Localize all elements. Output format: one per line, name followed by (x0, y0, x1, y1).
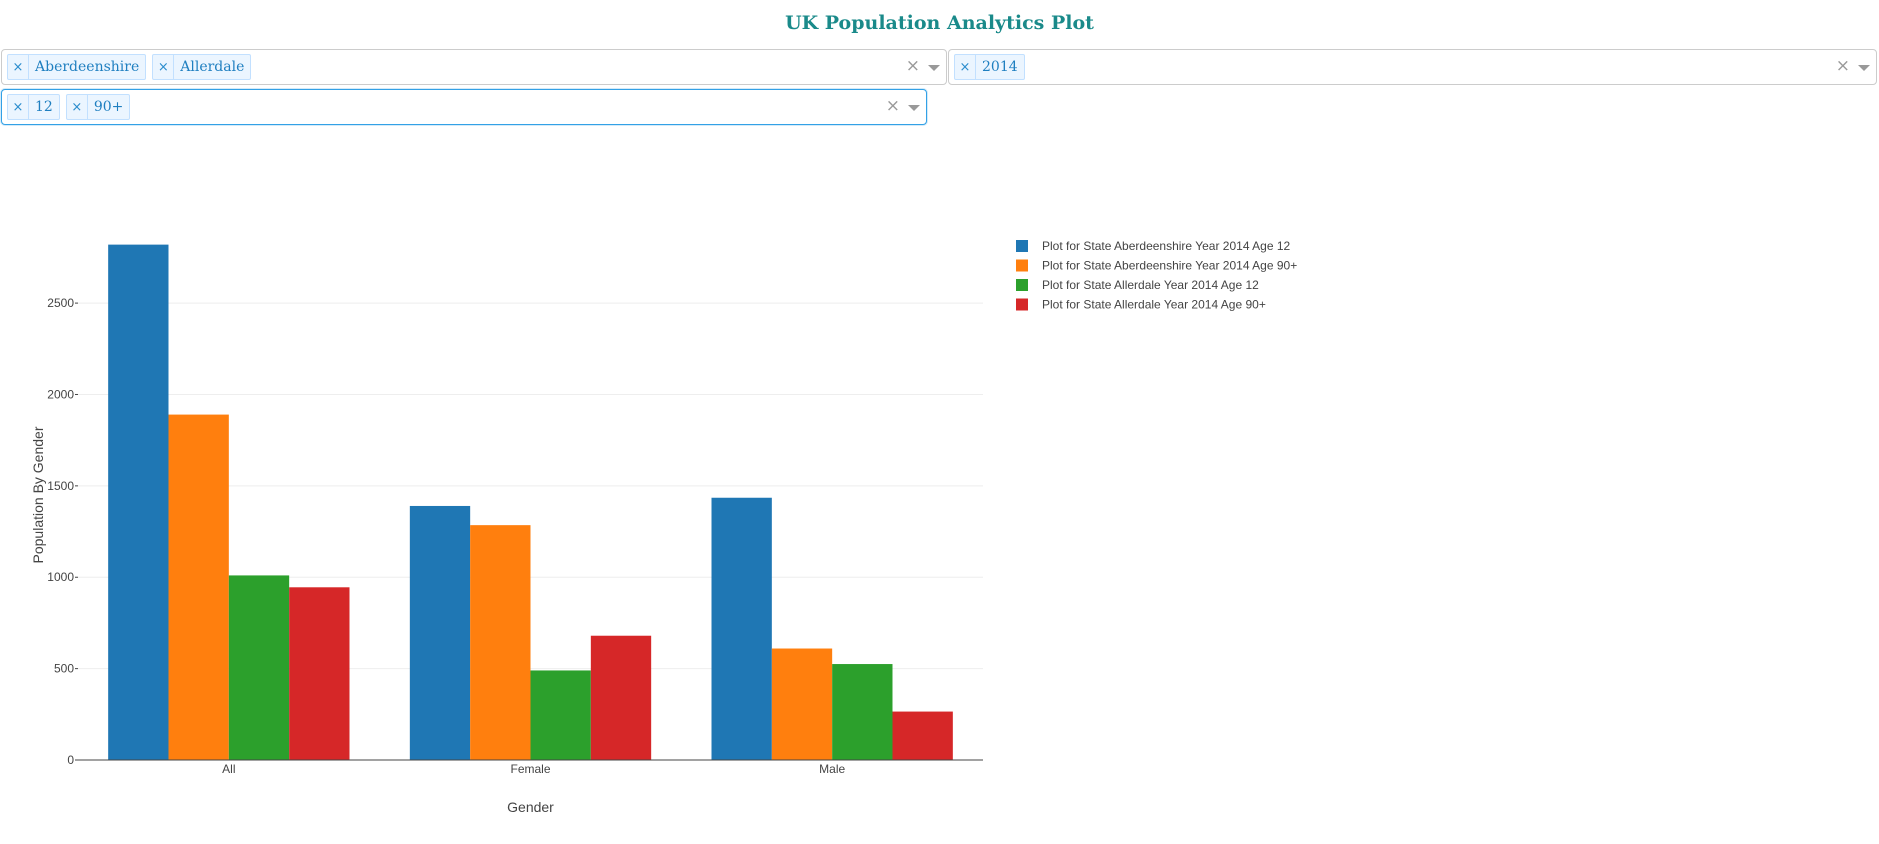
state-tag-label: Aberdeenshire (35, 59, 140, 75)
clear-states-icon[interactable]: × (905, 56, 920, 76)
remove-tag-icon[interactable]: × (67, 95, 88, 119)
legend[interactable]: Plot for State Aberdeenshire Year 2014 A… (1016, 239, 1297, 312)
bar[interactable] (470, 525, 531, 760)
y-tick-label: 1000 (47, 570, 74, 584)
chevron-down-icon[interactable] (928, 65, 940, 71)
age-tag-label: 12 (35, 99, 53, 115)
y-axis-title: Population By Gender (30, 426, 46, 563)
chevron-down-icon[interactable] (908, 105, 920, 111)
bars[interactable] (108, 244, 953, 760)
remove-tag-icon[interactable]: × (8, 55, 29, 79)
remove-tag-icon[interactable]: × (955, 55, 976, 79)
bar[interactable] (590, 635, 652, 760)
bar[interactable] (289, 587, 350, 760)
clear-years-icon[interactable]: × (1835, 56, 1850, 76)
bar[interactable] (711, 497, 772, 760)
remove-tag-icon[interactable]: × (8, 95, 29, 119)
x-axis-title: Gender (507, 799, 554, 815)
age-dropdown[interactable]: × 12 × 90+ × (1, 89, 927, 125)
legend-item[interactable]: Plot for State Allerdale Year 2014 Age 9… (1016, 298, 1266, 312)
age-tag-label: 90+ (93, 99, 124, 115)
state-tag-label: Allerdale (180, 59, 245, 75)
x-tick-label: Male (819, 762, 845, 776)
y-tick-label: 1500 (47, 479, 74, 493)
state-dropdown[interactable]: × Aberdeenshire × Allerdale × (1, 49, 947, 85)
bar[interactable] (530, 670, 591, 760)
page-title: UK Population Analytics Plot (785, 12, 1094, 34)
age-tag: × 12 (7, 94, 60, 120)
legend-label: Plot for State Allerdale Year 2014 Age 1… (1042, 278, 1259, 292)
legend-label: Plot for State Aberdeenshire Year 2014 A… (1042, 239, 1291, 253)
year-tags: × 2014 (954, 54, 1025, 80)
chevron-down-icon[interactable] (1858, 65, 1870, 71)
bar[interactable] (771, 648, 833, 760)
state-tag: × Allerdale (152, 54, 252, 80)
legend-swatch (1016, 259, 1028, 272)
age-tags: × 12 × 90+ (7, 94, 131, 120)
bar[interactable] (228, 575, 290, 760)
legend-swatch (1016, 279, 1028, 291)
legend-label: Plot for State Allerdale Year 2014 Age 9… (1042, 298, 1266, 312)
bar[interactable] (108, 244, 169, 760)
x-tick-label: All (222, 762, 235, 776)
axes: 0 500 1000 1500 2000 2500 All Female Male (47, 296, 983, 776)
state-tags: × Aberdeenshire × Allerdale (7, 54, 252, 80)
y-tick-label: 2500 (47, 296, 74, 310)
year-tag-label: 2014 (982, 59, 1018, 75)
clear-ages-icon[interactable]: × (885, 96, 900, 116)
y-tick-label: 500 (54, 662, 74, 676)
age-tag: × 90+ (65, 94, 131, 120)
bar[interactable] (409, 505, 471, 760)
year-tag: × 2014 (954, 54, 1025, 80)
y-tick-label: 2000 (47, 387, 74, 401)
bar[interactable] (832, 664, 893, 760)
bar[interactable] (892, 711, 953, 760)
year-dropdown[interactable]: × 2014 × (948, 49, 1877, 85)
legend-item[interactable]: Plot for State Allerdale Year 2014 Age 1… (1016, 278, 1259, 292)
legend-label: Plot for State Aberdeenshire Year 2014 A… (1042, 259, 1297, 273)
y-tick-label: 0 (67, 753, 74, 767)
x-tick-label: Female (510, 762, 550, 776)
legend-swatch (1016, 298, 1028, 311)
legend-item[interactable]: Plot for State Aberdeenshire Year 2014 A… (1016, 259, 1297, 273)
state-tag: × Aberdeenshire (7, 54, 147, 80)
remove-tag-icon[interactable]: × (153, 55, 175, 79)
legend-swatch (1016, 240, 1028, 252)
legend-item[interactable]: Plot for State Aberdeenshire Year 2014 A… (1016, 239, 1291, 253)
bar[interactable] (168, 414, 229, 760)
